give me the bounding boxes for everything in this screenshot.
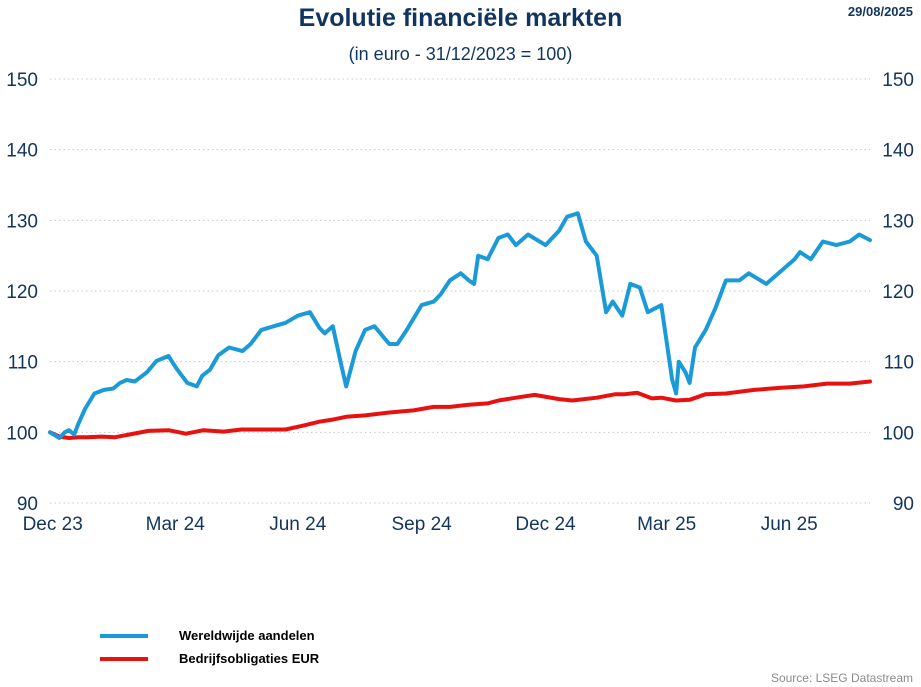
y-tick-label-right: 120 [882, 282, 914, 303]
legend-item-bedrijfsobligaties-eur: Bedrijfsobligaties EUR [100, 647, 319, 670]
x-tick-label: Dec 24 [515, 514, 576, 535]
date-stamp: 29/08/2025 [847, 4, 913, 19]
y-tick-label-left: 130 [6, 211, 38, 232]
y-tick-label-left: 110 [8, 353, 38, 374]
x-tick-label: Sep 24 [392, 514, 453, 535]
y-axis-left: 90 100 110 120 130 140 150 [6, 70, 38, 515]
y-tick-label-left: 150 [6, 70, 38, 91]
y-tick-label-left: 140 [6, 141, 38, 162]
gridlines [50, 78, 870, 504]
legend: Wereldwijde aandelen Bedrijfsobligaties … [100, 624, 319, 670]
y-tick-label-right: 150 [882, 70, 914, 91]
y-tick-label-right: 130 [882, 211, 914, 232]
legend-swatch-blue [100, 633, 148, 638]
series-line-wereldwijde-aandelen [48, 211, 872, 440]
legend-label: Wereldwijde aandelen [179, 628, 315, 643]
y-tick-label-left: 120 [6, 282, 38, 303]
x-axis: Dec 23 Mar 24 Jun 24 Sep 24 Dec 24 Mar 25 Jun … [23, 514, 818, 535]
series-line-bedrijfsobligaties-eur [48, 379, 872, 440]
legend-swatch-red [100, 656, 148, 661]
y-axis-right: 90 100 110 120 130 140 150 [882, 70, 914, 515]
y-tick-label-right: 100 [882, 423, 914, 444]
y-tick-label-right: 90 [893, 494, 914, 515]
x-tick-label: Mar 25 [637, 514, 696, 535]
chart-title: Evolutie financiële markten [298, 4, 623, 32]
y-tick-label-left: 90 [17, 494, 38, 515]
y-tick-label-left: 100 [6, 423, 38, 444]
x-tick-label: Jun 24 [269, 514, 326, 535]
x-tick-label: Mar 24 [146, 514, 206, 535]
legend-item-wereldwijde-aandelen: Wereldwijde aandelen [100, 624, 319, 647]
x-tick-label: Dec 23 [23, 514, 83, 535]
series-lines [48, 211, 872, 440]
chart-subtitle: (in euro - 31/12/2023 = 100) [348, 44, 573, 64]
legend-label: Bedrijfsobligaties EUR [179, 651, 320, 666]
x-tick-label: Jun 25 [761, 514, 818, 535]
line-chart: 90 100 110 120 130 140 150 90 100 110 120 130 140 15… [6, 70, 914, 535]
source-note: Source: LSEG Datastream [770, 671, 913, 685]
y-tick-label-right: 110 [884, 353, 914, 374]
y-tick-label-right: 140 [882, 141, 914, 162]
